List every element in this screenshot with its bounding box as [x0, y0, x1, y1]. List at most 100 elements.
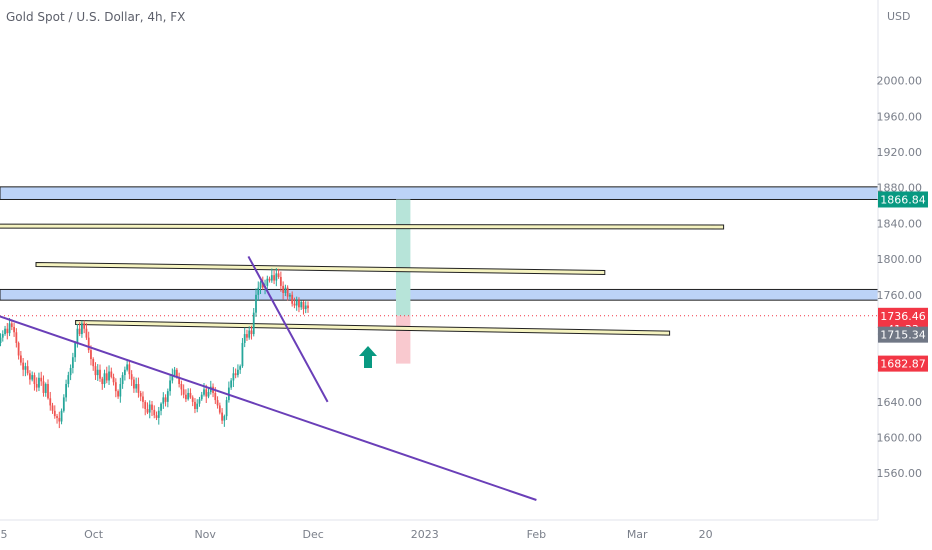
- candle-body: [99, 369, 101, 379]
- candle-body: [230, 380, 233, 388]
- candle-body: [94, 366, 97, 376]
- candle-body: [119, 384, 122, 397]
- candle-body: [137, 384, 140, 393]
- candle-body: [153, 409, 156, 416]
- resistance-zone-2[interactable]: [0, 288, 879, 301]
- candle-body: [42, 381, 45, 393]
- candle-body: [128, 364, 131, 375]
- candle-body: [22, 362, 25, 370]
- y-tick-label: 1960.00: [877, 110, 923, 123]
- candle-body: [103, 373, 106, 385]
- candle-body: [196, 403, 199, 409]
- candle-body: [173, 369, 176, 376]
- channel-line-3[interactable]: [75, 319, 671, 336]
- candle-body: [155, 415, 158, 418]
- candle-body: [237, 369, 239, 376]
- candle-body: [81, 323, 83, 335]
- candle-body: [126, 364, 129, 370]
- candle-body: [26, 366, 29, 374]
- candle-body: [207, 392, 210, 397]
- candle-body: [198, 399, 201, 404]
- channel-line-1[interactable]: [0, 223, 725, 230]
- candle-body: [214, 392, 217, 401]
- time-axis[interactable]: 5 Oct Nov Dec 2023 Feb Mar 20: [0, 519, 878, 541]
- candle-body: [171, 375, 174, 381]
- up-arrow-icon[interactable]: [359, 346, 377, 368]
- candle-body: [259, 282, 262, 288]
- candle-body: [157, 410, 160, 418]
- candle-body: [78, 328, 81, 335]
- candle-body: [8, 323, 11, 334]
- candle-body: [189, 392, 192, 398]
- candle-body: [255, 294, 257, 313]
- candle-body: [19, 355, 22, 363]
- trendline-2[interactable]: [247, 255, 329, 403]
- candle-body: [0, 337, 2, 343]
- candle-body: [142, 396, 144, 402]
- candle-body: [284, 287, 287, 294]
- candle-body: [257, 287, 260, 295]
- candle-body: [266, 278, 269, 286]
- y-tick-label: 1760.00: [877, 289, 923, 302]
- price-tag-value: 1736.46: [880, 310, 926, 323]
- candle-body: [144, 401, 147, 409]
- candle-body: [268, 278, 271, 281]
- price-tag: [878, 191, 928, 208]
- candle-body: [282, 285, 285, 294]
- candle-body: [261, 282, 264, 288]
- candle-body: [123, 369, 126, 376]
- candle-body: [53, 410, 56, 417]
- candle-body: [191, 397, 194, 402]
- candle-body: [185, 394, 187, 400]
- candle-body: [24, 366, 27, 370]
- candle-body: [139, 392, 142, 397]
- candle-body: [133, 379, 135, 389]
- candle-body: [182, 389, 185, 395]
- candle-body: [87, 337, 90, 351]
- trendline-1[interactable]: [0, 309, 537, 501]
- channel-line-2[interactable]: [35, 261, 606, 276]
- x-tick-label: Dec: [303, 528, 324, 541]
- price-tag-value: 1715.34: [880, 329, 926, 342]
- candle-body: [279, 276, 282, 286]
- candle-body: [286, 287, 289, 297]
- candle-body: [252, 312, 255, 335]
- candle-body: [96, 369, 99, 376]
- x-tick-label: 5: [1, 528, 8, 541]
- candle-body: [130, 374, 133, 380]
- candle-body: [56, 416, 58, 418]
- x-tick-label: Oct: [84, 528, 104, 541]
- candle-body: [225, 400, 228, 417]
- candle-body: [187, 392, 190, 400]
- candle-body: [218, 405, 221, 413]
- candle-body: [223, 416, 226, 421]
- candle-body: [40, 377, 43, 382]
- candle-body: [71, 357, 74, 368]
- candle-body: [85, 328, 88, 338]
- candle-body: [15, 332, 18, 343]
- price-scale[interactable]: 2000.001960.001920.001880.001840.001800.…: [877, 0, 929, 520]
- candle-body: [112, 376, 115, 383]
- candle-body: [76, 328, 79, 343]
- candle-body: [166, 391, 169, 402]
- resistance-zone-1[interactable]: [0, 186, 879, 200]
- chart-title: Gold Spot / U.S. Dollar, 4h, FX: [6, 10, 185, 24]
- candles: [0, 268, 309, 429]
- price-tag: [878, 326, 928, 343]
- y-tick-label: 1560.00: [877, 467, 923, 480]
- plot-area: [0, 186, 879, 501]
- candle-body: [203, 389, 205, 395]
- target-box[interactable]: [396, 199, 411, 316]
- x-tick-label: 2023: [411, 528, 439, 541]
- candle-body: [108, 371, 110, 381]
- candle-body: [83, 323, 86, 329]
- candle-body: [60, 410, 63, 422]
- candle-body: [148, 404, 151, 413]
- stop-box[interactable]: [396, 315, 411, 364]
- candle-body: [291, 294, 294, 304]
- candle-body: [300, 301, 303, 308]
- candle-body: [232, 373, 235, 381]
- candle-body: [6, 328, 9, 334]
- candle-body: [121, 375, 124, 385]
